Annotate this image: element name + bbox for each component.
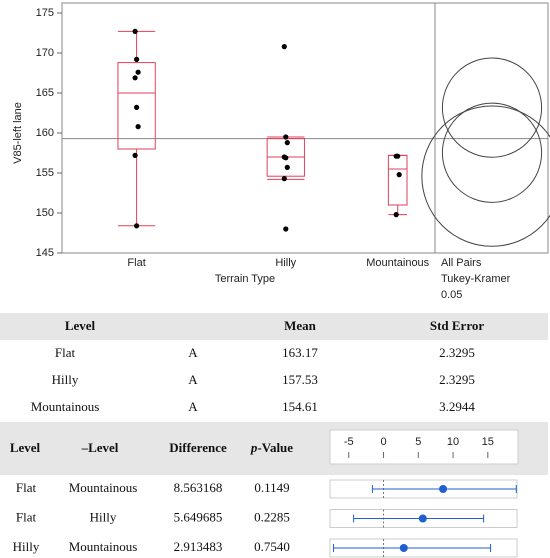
comparison-circle [441,57,543,158]
table-cell: 0.2285 [254,509,290,524]
data-point [134,56,140,63]
y-tick-label: 160 [36,127,54,139]
data-point [281,176,287,182]
difference-point [439,485,448,493]
table-header: p-Value [250,440,293,455]
y-axis-label: V85-left lane [12,102,24,164]
circle-label: 0.05 [441,289,462,301]
means-header-bg [0,313,548,340]
data-point [134,223,140,229]
data-point [281,44,287,50]
data-point [135,69,141,75]
data-point [283,226,289,232]
data-point [284,164,290,170]
table-cell: 157.53 [282,372,318,387]
table-cell: 5.649685 [174,509,223,524]
circle-label: All Pairs [441,257,482,269]
y-tick-label: 145 [36,247,54,259]
data-point [283,155,289,161]
diff-axis-box [329,429,519,465]
row-plot-frame [329,538,518,558]
data-point [135,124,141,130]
difference-point [418,514,427,523]
table-cell: 0.1149 [254,480,289,495]
x-axis-label: Terrain Type [215,273,275,285]
table-header: Mean [284,318,317,333]
comparison-circle [421,105,550,247]
data-point [283,134,289,140]
circle-label: Tukey-Kramer [441,273,511,285]
data-point [393,212,399,218]
table-cell: A [188,345,198,360]
table-cell: Hilly [90,509,117,524]
y-tick-label: 165 [36,87,54,99]
diff-tick-label: 15 [482,436,494,448]
diff-tick-label: 0 [380,436,386,448]
table-header: Std Error [430,318,485,333]
table-cell: Flat [16,480,37,495]
table-cell: 8.563168 [174,480,223,495]
x-tick-label: Flat [127,257,145,269]
table-cell: Flat [16,509,37,524]
table-cell: 2.3295 [439,345,475,360]
data-point [132,152,138,158]
data-point [132,28,138,34]
table-header: Level [10,440,41,455]
table-cell: 154.61 [282,399,318,414]
box [117,62,156,150]
table-header: –Level [81,440,119,455]
data-point [132,75,138,81]
data-point [396,172,402,178]
y-tick-label: 155 [36,167,54,179]
table-cell: 2.3295 [439,372,475,387]
data-point [284,140,290,146]
x-tick-label: Hilly [275,257,296,269]
table-header: Difference [169,440,227,455]
diff-tick-label: -5 [344,436,354,448]
table-cell: Mountainous [69,480,138,495]
y-tick-label: 150 [36,207,54,219]
table-cell: Hilly [13,539,40,554]
table-cell: 2.913483 [174,539,223,554]
difference-point [399,544,408,552]
circle-panel-frame [434,2,549,254]
table-cell: 3.2944 [439,399,475,414]
y-tick-label: 175 [36,7,54,19]
comparison-circle [441,102,543,203]
table-cell: 0.7540 [254,539,290,554]
table-cell: Flat [55,345,76,360]
table-cell: Hilly [52,372,79,387]
table-cell: A [188,372,198,387]
diff-tick-label: 5 [415,436,421,448]
table-cell: Mountainous [69,539,138,554]
diff-tick-label: 10 [447,436,459,448]
table-header: Level [65,318,96,333]
data-point [395,153,401,159]
table-cell: Mountainous [31,399,100,414]
row-plot-frame [329,509,518,528]
data-point [134,104,140,110]
row-plot-frame [329,479,518,499]
table-cell: A [188,399,198,414]
y-tick-label: 170 [36,47,54,59]
table-cell: 163.17 [282,345,318,360]
x-tick-label: Mountainous [366,257,429,269]
